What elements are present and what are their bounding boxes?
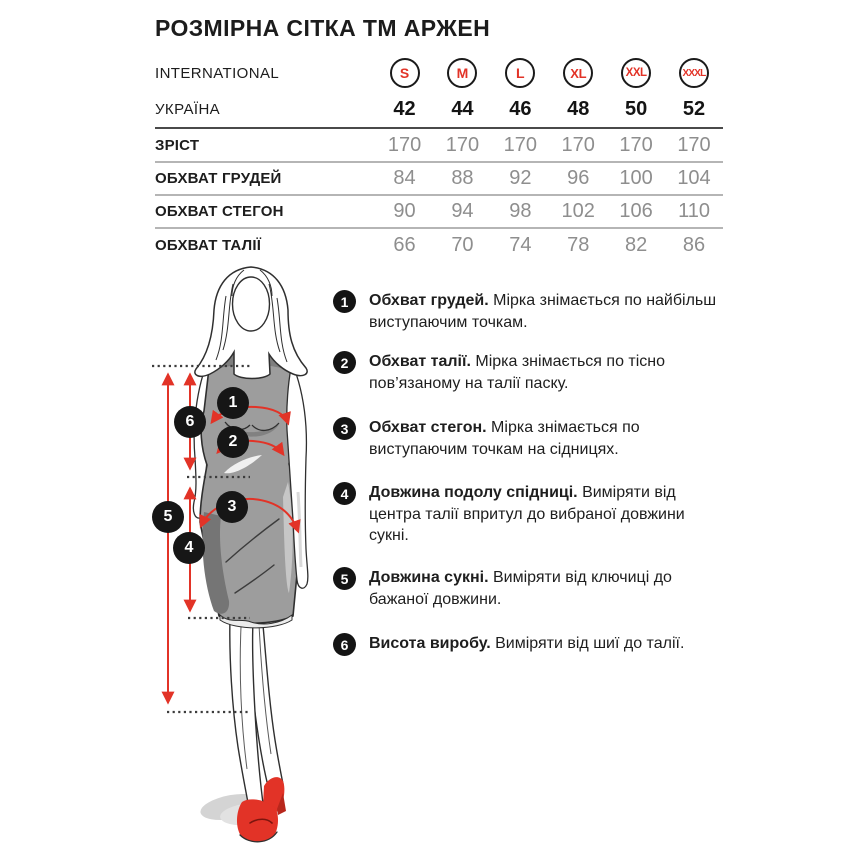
size-circle-m: M (447, 58, 478, 88)
table-row-height: ЗРІСТ 170 170 170 170 170 170 (155, 129, 723, 162)
instruction-text: Виміряти від шиї до талії. (490, 635, 685, 652)
hips-value: 102 (561, 200, 595, 222)
instruction-title: Обхват грудей. (369, 292, 489, 309)
instruction-text: Виміряти від ключиці до бажаної довжини. (369, 569, 672, 608)
ukraine-size: 44 (451, 97, 474, 120)
instruction-badge: 4 (333, 482, 356, 505)
table-divider-dark (155, 127, 723, 129)
instruction-text: Мірка знімається по найбільш виступаючим… (369, 292, 717, 331)
bust-value: 96 (567, 167, 590, 189)
bust-value: 104 (677, 167, 711, 189)
figure-badge-length: 5 (152, 501, 184, 533)
waist-value: 74 (509, 233, 532, 256)
waist-row-label: ОБХВАТ ТАЛІЇ (155, 236, 262, 254)
size-circle-s: S (389, 58, 420, 88)
hips-value: 98 (509, 200, 532, 222)
ukraine-size: 52 (682, 97, 706, 120)
table-divider (155, 194, 723, 196)
size-circle-xxxl: XXXL (679, 58, 709, 88)
table-row-bust: ОБХВАТ ГРУДЕЙ 84 88 92 96 100 104 (155, 162, 723, 195)
figure-illustration (152, 266, 309, 843)
bust-row-label: ОБХВАТ ГРУДЕЙ (155, 170, 282, 187)
instruction-item-waist: 2 Обхват талії. Мірка знімається по тісн… (333, 351, 733, 394)
waist-value: 86 (682, 233, 706, 256)
instruction-item-bodice-height: 6 Висота виробу. Виміряти від шиї до тал… (333, 633, 733, 656)
size-circle-l: L (505, 58, 536, 88)
figure-badge-waist: 2 (217, 426, 249, 458)
instruction-item-dress-length: 5 Довжина сукні. Виміряти від ключиці до… (333, 567, 733, 610)
waist-value: 78 (567, 233, 590, 256)
size-circle-xl: XL (563, 58, 594, 88)
instruction-badge: 3 (333, 417, 356, 440)
table-divider (155, 227, 723, 229)
instruction-badge: 1 (333, 290, 356, 313)
instruction-text: Мірка знімається по виступаючим точкам н… (369, 419, 640, 458)
height-value: 170 (561, 134, 595, 156)
ukraine-label: УКРАЇНА (155, 100, 221, 118)
ukraine-size: 50 (624, 97, 648, 120)
table-row-hips: ОБХВАТ СТЕГОН 90 94 98 102 106 110 (155, 195, 723, 228)
table-row-waist: ОБХВАТ ТАЛІЇ 66 70 74 78 82 86 (155, 228, 723, 262)
height-value: 170 (445, 134, 480, 156)
figure-badge-skirt: 4 (173, 532, 205, 564)
figure-badge-bust: 1 (217, 387, 249, 419)
figure-badge-bodice: 6 (174, 406, 206, 438)
table-row-ukraine: УКРАЇНА 42 44 46 48 50 52 (155, 93, 723, 125)
hips-value: 106 (619, 200, 653, 222)
bust-value: 92 (509, 167, 532, 189)
dotted-reference-lines (152, 364, 250, 714)
instruction-item-bust: 1 Обхват грудей. Мірка знімається по най… (333, 290, 733, 333)
table-row-international: INTERNATIONAL S M L XL XXL XXXL (155, 56, 723, 90)
instruction-item-skirt-length: 4 Довжина подолу спідниці. Виміряти від … (333, 482, 733, 547)
instruction-title: Довжина сукні. (369, 569, 489, 586)
instruction-text: Мірка знімається по тісно пов’язаному на… (369, 353, 666, 392)
ukraine-size: 48 (567, 97, 590, 120)
figure-badge-hips: 3 (216, 491, 248, 523)
bust-value: 88 (451, 167, 474, 189)
page-title: РОЗМІРНА СІТКА ТМ АРЖЕН (155, 15, 491, 41)
instruction-text: Виміряти від центра талії впритул до виб… (369, 484, 685, 544)
instruction-badge: 5 (333, 567, 356, 590)
height-row-label: ЗРІСТ (155, 137, 200, 154)
dress-hem (219, 613, 293, 629)
instruction-title: Обхват стегон. (369, 419, 487, 436)
arm-right (286, 359, 309, 589)
ukraine-size: 46 (509, 97, 532, 120)
measurement-figure: 1 2 3 4 5 6 (140, 262, 350, 850)
ukraine-size: 42 (393, 97, 416, 120)
hips-value: 110 (678, 200, 710, 222)
instruction-title: Обхват талії. (369, 353, 471, 370)
waist-value: 66 (393, 233, 416, 256)
height-value: 170 (387, 134, 422, 156)
instruction-badge: 6 (333, 633, 356, 656)
arrow-hip-girth-3 (199, 497, 301, 534)
height-value: 170 (677, 134, 711, 156)
bust-value: 100 (619, 167, 653, 189)
bust-value: 84 (393, 167, 416, 189)
height-value: 170 (503, 134, 538, 156)
international-label: INTERNATIONAL (155, 64, 280, 82)
instruction-title: Висота виробу. (369, 635, 491, 652)
hips-value: 90 (393, 200, 416, 222)
waist-value: 70 (451, 233, 474, 256)
instruction-item-hips: 3 Обхват стегон. Мірка знімається по вис… (333, 417, 733, 460)
table-divider (155, 161, 723, 163)
height-value: 170 (619, 134, 653, 156)
size-circle-xxl: XXL (621, 58, 652, 88)
hips-row-label: ОБХВАТ СТЕГОН (155, 203, 284, 220)
instruction-title: Довжина подолу спідниці. (369, 484, 578, 501)
face (231, 276, 271, 332)
instruction-badge: 2 (333, 351, 356, 374)
hips-value: 94 (451, 200, 474, 222)
waist-value: 82 (624, 233, 648, 256)
hair-strands (215, 269, 288, 363)
